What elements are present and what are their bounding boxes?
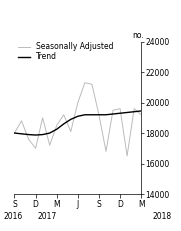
Trend (105, 113, 107, 116)
Seasonally Adjusted (20, 119, 23, 122)
Trend (13, 132, 16, 134)
Seasonally Adjusted (42, 116, 44, 119)
Seasonally Adjusted (63, 113, 65, 116)
Trend (91, 113, 93, 116)
Trend (119, 112, 121, 115)
Seasonally Adjusted (119, 107, 121, 110)
Seasonally Adjusted (56, 124, 58, 127)
Text: 2018: 2018 (152, 212, 171, 221)
Seasonally Adjusted (140, 113, 142, 116)
Seasonally Adjusted (77, 101, 79, 104)
Trend (28, 133, 30, 136)
Trend (20, 132, 23, 135)
Trend (77, 115, 79, 118)
Trend (126, 111, 128, 114)
Trend (112, 112, 114, 115)
Legend: Seasonally Adjusted, Trend: Seasonally Adjusted, Trend (18, 42, 113, 61)
Trend (98, 113, 100, 116)
Seasonally Adjusted (13, 132, 16, 134)
Seasonally Adjusted (35, 147, 37, 150)
Trend (84, 113, 86, 116)
Seasonally Adjusted (49, 144, 51, 147)
Seasonally Adjusted (126, 155, 128, 157)
Trend (35, 134, 37, 137)
Text: 2017: 2017 (37, 212, 56, 221)
Seasonally Adjusted (105, 150, 107, 153)
Text: no.: no. (132, 31, 144, 40)
Seasonally Adjusted (98, 113, 100, 116)
Trend (42, 133, 44, 136)
Trend (63, 122, 65, 125)
Trend (133, 110, 135, 113)
Trend (70, 118, 72, 121)
Seasonally Adjusted (133, 107, 135, 110)
Seasonally Adjusted (84, 81, 86, 84)
Line: Trend: Trend (14, 111, 141, 135)
Text: 2016: 2016 (4, 212, 23, 221)
Trend (56, 128, 58, 131)
Trend (140, 109, 142, 112)
Seasonally Adjusted (70, 130, 72, 133)
Seasonally Adjusted (28, 138, 30, 140)
Seasonally Adjusted (91, 83, 93, 86)
Line: Seasonally Adjusted: Seasonally Adjusted (14, 83, 141, 156)
Trend (49, 132, 51, 134)
Seasonally Adjusted (112, 109, 114, 112)
